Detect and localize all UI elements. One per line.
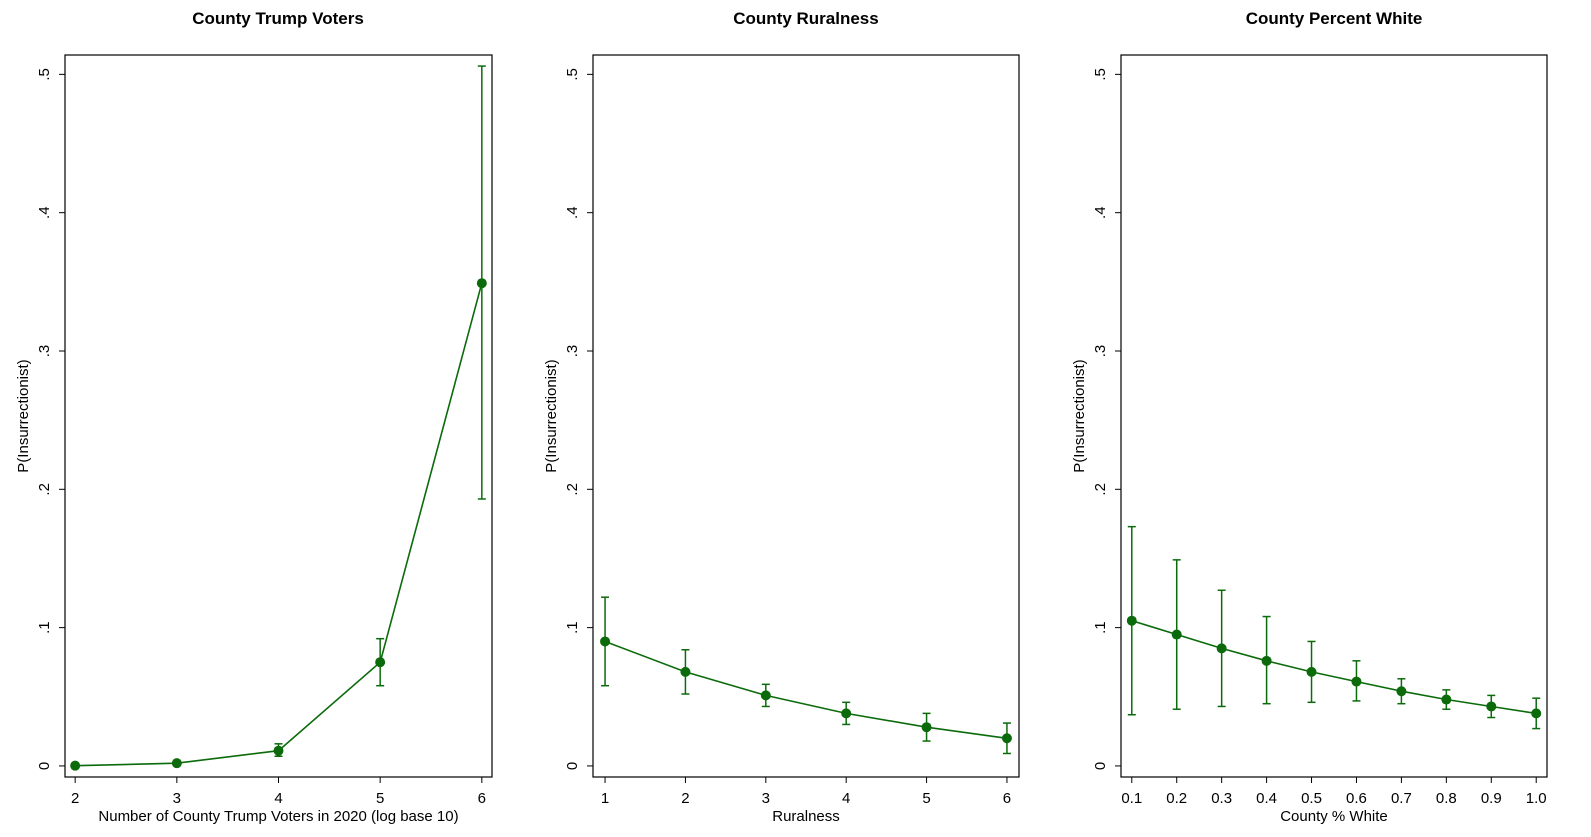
y-tick-label: .3 xyxy=(564,345,581,358)
data-point xyxy=(1441,694,1452,705)
data-point xyxy=(600,636,611,647)
data-point xyxy=(171,758,182,769)
x-tick-label: 6 xyxy=(478,790,486,807)
x-tick-label: 5 xyxy=(922,790,930,807)
data-point xyxy=(273,745,284,756)
y-tick-label: .1 xyxy=(36,621,53,634)
y-tick-label: .1 xyxy=(564,621,581,634)
data-point xyxy=(1171,629,1182,640)
x-tick-label: 0.1 xyxy=(1121,790,1142,807)
data-point xyxy=(476,278,487,289)
x-tick-label: 2 xyxy=(681,790,689,807)
x-tick-label: 0.2 xyxy=(1166,790,1187,807)
y-tick-label: .4 xyxy=(564,206,581,219)
x-tick-label: 0.3 xyxy=(1211,790,1232,807)
x-tick-label: 0.8 xyxy=(1436,790,1457,807)
data-point xyxy=(841,708,852,719)
y-tick-label: 0 xyxy=(36,762,53,770)
data-point xyxy=(1001,733,1012,744)
x-tick-label: 3 xyxy=(173,790,181,807)
y-tick-label: .3 xyxy=(1092,345,1109,358)
series-line xyxy=(75,282,483,767)
x-tick-label: 1 xyxy=(601,790,609,807)
data-point xyxy=(375,657,386,668)
x-tick-label: 4 xyxy=(842,790,850,807)
y-axis-label: P(Insurrectionist) xyxy=(15,359,32,472)
y-tick-label: .2 xyxy=(1092,483,1109,496)
data-point xyxy=(1306,666,1317,677)
x-tick-label: 0.7 xyxy=(1391,790,1412,807)
y-tick-label: .4 xyxy=(36,206,53,219)
y-tick-label: 0 xyxy=(564,762,581,770)
plot-frame xyxy=(592,54,1020,778)
y-tick-label: .1 xyxy=(1092,621,1109,634)
chart-panel-1: County Trump Voters 0 .1 .2 .3 .4 .5 2 3 4 5 6 Numbe… xyxy=(15,9,493,825)
data-point xyxy=(1531,708,1542,719)
chart-title: County Percent White xyxy=(1246,9,1423,28)
x-tick-label: 4 xyxy=(274,790,282,807)
y-tick-label: .5 xyxy=(36,68,53,81)
x-tick-label: 6 xyxy=(1003,790,1011,807)
data-point xyxy=(1216,643,1227,654)
chart-panel-2: County Ruralness 0 .1 .2 .3 .4 .5 1 2 3 4 5 6 Ruralne… xyxy=(543,9,1020,825)
y-tick-label: .2 xyxy=(564,483,581,496)
chart-title: County Trump Voters xyxy=(192,9,364,28)
x-tick-label: 0.9 xyxy=(1481,790,1502,807)
plot-frame xyxy=(64,54,493,778)
x-tick-label: 0.6 xyxy=(1346,790,1367,807)
plot-frame xyxy=(1120,54,1548,778)
x-tick-label: 0.5 xyxy=(1301,790,1322,807)
data-point xyxy=(1486,701,1497,712)
y-tick-label: .4 xyxy=(1092,206,1109,219)
series-line xyxy=(604,640,1008,740)
data-point xyxy=(1396,686,1407,697)
x-tick-label: 5 xyxy=(376,790,384,807)
x-axis-label: Number of County Trump Voters in 2020 (l… xyxy=(98,808,458,825)
data-point xyxy=(760,690,771,701)
data-point xyxy=(1261,655,1272,666)
data-point xyxy=(921,722,932,733)
series-line xyxy=(1131,619,1537,715)
y-tick-label: .2 xyxy=(36,483,53,496)
x-tick-label: 0.4 xyxy=(1256,790,1277,807)
x-tick-label: 1.0 xyxy=(1526,790,1547,807)
data-point xyxy=(680,666,691,677)
y-tick-label: .5 xyxy=(1092,68,1109,81)
x-tick-label: 2 xyxy=(71,790,79,807)
y-axis-label: P(Insurrectionist) xyxy=(543,359,560,472)
data-point xyxy=(70,760,81,771)
y-axis-label: P(Insurrectionist) xyxy=(1071,359,1088,472)
y-tick-label: .3 xyxy=(36,345,53,358)
y-tick-label: .5 xyxy=(564,68,581,81)
y-tick-label: 0 xyxy=(1092,762,1109,770)
chart-title: County Ruralness xyxy=(733,9,878,28)
x-tick-label: 3 xyxy=(762,790,770,807)
data-point xyxy=(1126,615,1137,626)
x-axis-label: Ruralness xyxy=(772,808,840,825)
x-axis-label: County % White xyxy=(1280,808,1388,825)
data-point xyxy=(1351,676,1362,687)
